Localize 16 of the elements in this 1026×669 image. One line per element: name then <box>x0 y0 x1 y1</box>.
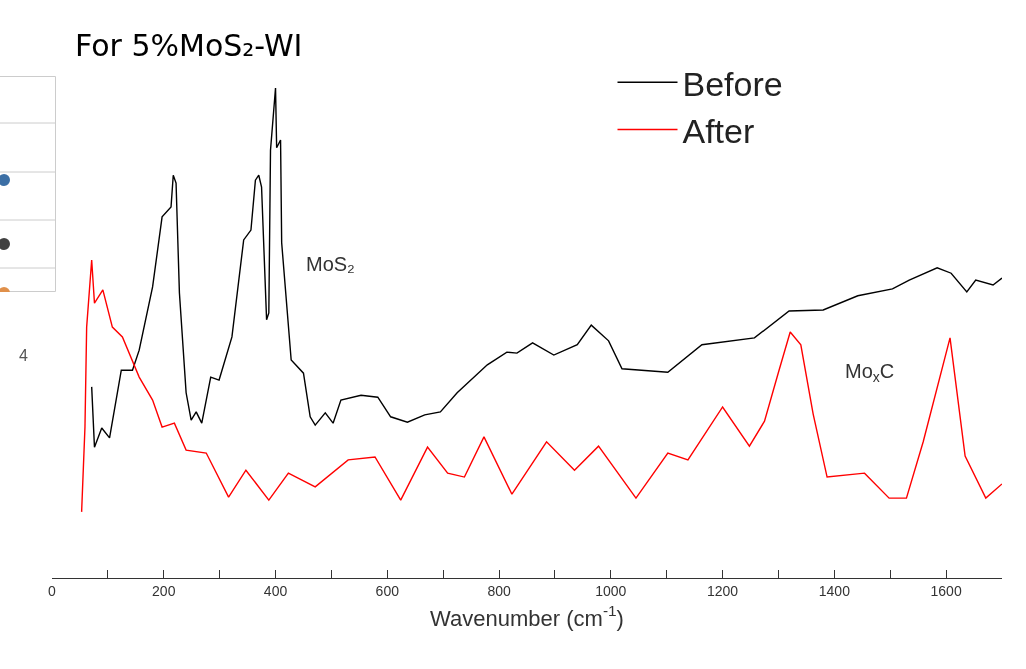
chart-title: For 5%MoS₂-WI <box>75 27 303 63</box>
text: 4 <box>19 347 28 364</box>
annotation: MoS₂ <box>306 253 355 275</box>
legend-label: Before <box>682 64 783 103</box>
legend-label: After <box>682 111 755 150</box>
x-tick-label: 0 <box>48 582 57 599</box>
x-tick-label: 1200 <box>707 582 739 599</box>
x-tick-label: 800 <box>487 582 511 599</box>
x-tick-label: 1000 <box>595 582 627 599</box>
annotation: Mo$_{x}$C <box>845 360 895 386</box>
x-tick-label: 400 <box>263 582 288 599</box>
x-tick-label: 1400 <box>818 582 851 599</box>
x-axis-title: Wavenumber (cm$^{-1}$) <box>430 602 624 631</box>
x-tick-label: 1600 <box>930 582 962 599</box>
x-tick-label: 600 <box>375 582 400 599</box>
x-tick-label: 200 <box>152 582 176 599</box>
